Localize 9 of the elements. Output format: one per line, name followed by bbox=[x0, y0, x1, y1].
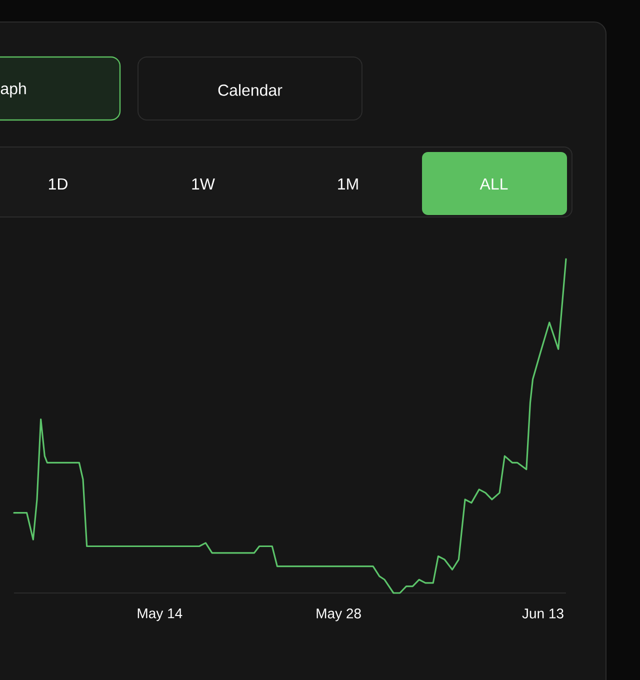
text: Calendar bbox=[218, 84, 282, 96]
text: 1D bbox=[49, 178, 68, 190]
text: 1M bbox=[338, 178, 358, 190]
x-tick-label: May 28 bbox=[316, 608, 361, 622]
text: ALL bbox=[480, 178, 508, 190]
x-tick-label: Jun 13 bbox=[522, 608, 564, 618]
x-tick-label: May 14 bbox=[138, 608, 182, 622]
text: aph bbox=[0, 82, 26, 98]
text: 1W bbox=[192, 178, 215, 190]
